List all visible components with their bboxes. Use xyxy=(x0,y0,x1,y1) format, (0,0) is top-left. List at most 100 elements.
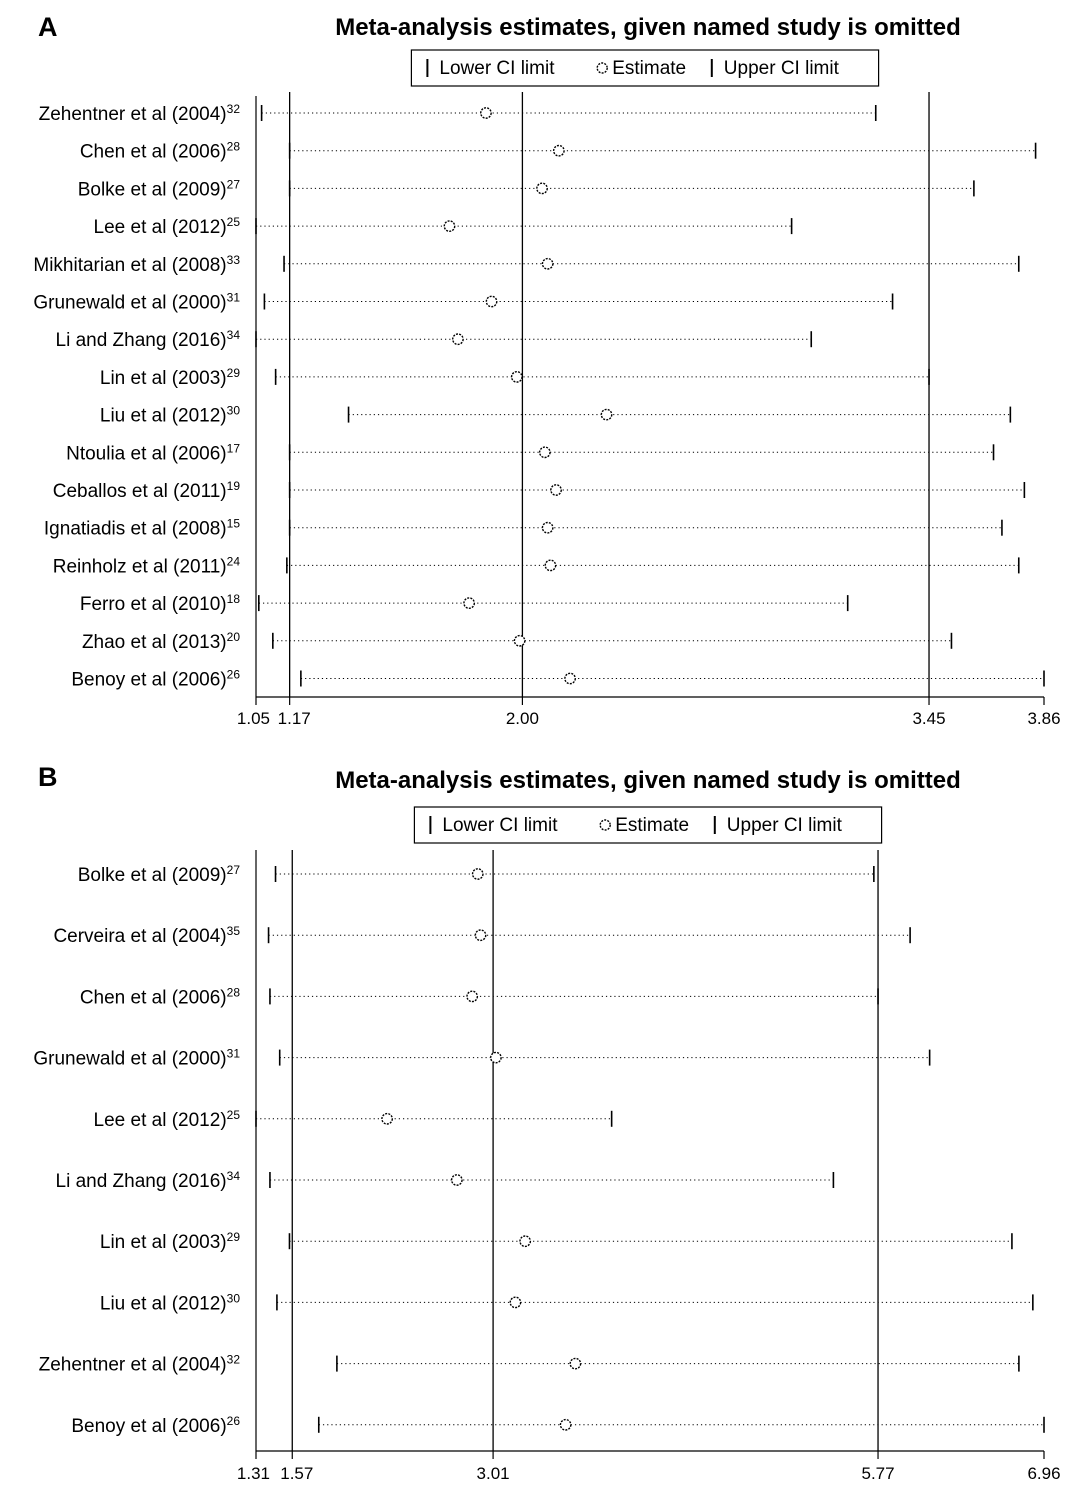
study-name: Liu et al (2012) xyxy=(100,1293,227,1314)
study-label: Ignatiadis et al (2008)15 xyxy=(44,517,240,540)
study-label: Zhao et al (2013)20 xyxy=(82,630,240,653)
study-name: Benoy et al (2006) xyxy=(71,670,226,691)
study-ref: 28 xyxy=(227,985,241,999)
estimate-point xyxy=(541,521,554,534)
study-name: Ignatiadis et al (2008) xyxy=(44,519,227,540)
study-name: Zehentner et al (2004) xyxy=(39,104,227,125)
study-ref: 25 xyxy=(227,1108,241,1122)
estimate-point xyxy=(600,408,613,421)
study-name: Liu et al (2012) xyxy=(100,406,227,427)
study-name: Grunewald et al (2000) xyxy=(33,1049,226,1070)
study-row: Bolke et al (2009)27 xyxy=(78,863,875,886)
study-label: Lin et al (2003)29 xyxy=(100,1230,240,1253)
study-row: Zhao et al (2013)20 xyxy=(82,630,953,653)
study-row: Grunewald et al (2000)31 xyxy=(33,291,894,314)
legend-label: Estimate xyxy=(612,58,686,79)
study-label: Grunewald et al (2000)31 xyxy=(33,291,240,314)
study-row: Cerveira et al (2004)35 xyxy=(53,924,911,947)
study-row: Lin et al (2003)29 xyxy=(100,1230,1013,1253)
study-ref: 30 xyxy=(227,404,241,418)
legend-estimate-marker xyxy=(596,62,608,74)
study-name: Chen et al (2006) xyxy=(80,142,227,163)
forest-panel-a: A Meta-analysis estimates, given named st… xyxy=(33,12,1060,728)
study-name: Zehentner et al (2004) xyxy=(39,1355,227,1376)
study-row: Liu et al (2012)30 xyxy=(100,404,1012,427)
estimate-point xyxy=(519,1235,532,1248)
study-name: Mikhitarian et al (2008) xyxy=(33,255,226,276)
study-name: Li and Zhang (2016) xyxy=(56,1171,227,1192)
x-tick-label: 1.17 xyxy=(278,709,311,728)
legend-estimate-marker xyxy=(599,819,611,831)
study-name: Lee et al (2012) xyxy=(94,217,227,238)
study-name: Grunewald et al (2000) xyxy=(33,293,226,314)
study-label: Ceballos et al (2011)19 xyxy=(53,479,241,502)
study-row: Ferro et al (2010)18 xyxy=(80,592,849,615)
study-ref: 26 xyxy=(227,1414,241,1428)
study-ref: 19 xyxy=(227,479,241,493)
study-ref: 20 xyxy=(227,630,241,644)
x-tick-label: 1.05 xyxy=(237,709,270,728)
estimate-point xyxy=(509,1296,522,1309)
estimate-point xyxy=(452,333,464,346)
estimate-point xyxy=(569,1357,582,1370)
legend-label: Estimate xyxy=(615,815,689,836)
study-name: Lee et al (2012) xyxy=(94,1110,227,1131)
study-name: Chen et al (2006) xyxy=(80,987,227,1008)
estimate-point xyxy=(471,868,484,880)
study-label: Grunewald et al (2000)31 xyxy=(33,1047,240,1070)
study-ref: 34 xyxy=(227,1169,241,1183)
study-label: Chen et al (2006)28 xyxy=(80,140,241,163)
study-ref: 15 xyxy=(227,517,241,531)
estimate-point xyxy=(550,484,562,496)
legend: Lower CI limit Estimate Upper CI limit xyxy=(413,806,883,844)
study-ref: 34 xyxy=(227,328,241,342)
estimate-point xyxy=(559,1418,572,1431)
study-label: Lee et al (2012)25 xyxy=(94,215,241,238)
study-row: Lee et al (2012)25 xyxy=(94,215,793,238)
study-label: Li and Zhang (2016)34 xyxy=(56,1169,241,1192)
estimate-point xyxy=(466,990,479,1003)
study-ref: 33 xyxy=(227,253,241,267)
estimate-point xyxy=(485,295,498,308)
x-tick-label: 2.00 xyxy=(506,709,539,728)
study-name: Ferro et al (2010) xyxy=(80,594,227,615)
study-name: Reinholz et al (2011) xyxy=(53,556,227,577)
panel-letter: B xyxy=(38,762,58,792)
study-row: Li and Zhang (2016)34 xyxy=(56,328,813,351)
study-ref: 30 xyxy=(227,1291,241,1305)
estimate-point xyxy=(538,446,551,459)
study-label: Li and Zhang (2016)34 xyxy=(56,328,241,351)
study-label: Lee et al (2012)25 xyxy=(94,1108,241,1131)
study-row: Benoy et al (2006)26 xyxy=(71,1414,1045,1437)
study-label: Bolke et al (2009)27 xyxy=(78,177,241,200)
study-label: Mikhitarian et al (2008)33 xyxy=(33,253,240,276)
estimate-point xyxy=(489,1051,502,1064)
x-tick-label: 3.86 xyxy=(1027,709,1060,728)
x-tick-label: 3.01 xyxy=(477,1464,510,1483)
study-label: Ntoulia et al (2006)17 xyxy=(66,441,240,464)
estimate-point xyxy=(510,370,523,383)
estimate-point xyxy=(564,672,576,685)
study-name: Zhao et al (2013) xyxy=(82,632,227,653)
study-ref: 26 xyxy=(227,668,241,682)
study-name: Bolke et al (2009) xyxy=(78,865,227,886)
study-row: Lee et al (2012)25 xyxy=(94,1108,613,1131)
study-ref: 29 xyxy=(227,366,241,380)
study-ref: 28 xyxy=(227,140,241,154)
study-row: Ignatiadis et al (2008)15 xyxy=(44,517,1003,540)
legend-label: Lower CI limit xyxy=(439,58,555,79)
estimate-point xyxy=(381,1112,394,1125)
study-row: Lin et al (2003)29 xyxy=(100,366,930,389)
study-ref: 35 xyxy=(227,924,241,938)
forest-panel-b: B Meta-analysis estimates, given named st… xyxy=(33,762,1060,1483)
study-ref: 24 xyxy=(227,554,241,568)
study-name: Benoy et al (2006) xyxy=(71,1416,226,1437)
chart-title: Meta-analysis estimates, given named stu… xyxy=(335,14,961,41)
study-ref: 32 xyxy=(227,102,241,116)
study-label: Liu et al (2012)30 xyxy=(100,1291,240,1314)
study-label: Benoy et al (2006)26 xyxy=(71,1414,240,1437)
study-ref: 25 xyxy=(227,215,241,229)
estimate-point xyxy=(474,929,487,942)
study-row: Mikhitarian et al (2008)33 xyxy=(33,253,1020,276)
